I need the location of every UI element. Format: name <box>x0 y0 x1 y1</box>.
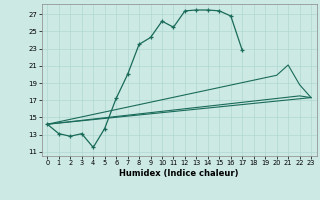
X-axis label: Humidex (Indice chaleur): Humidex (Indice chaleur) <box>119 169 239 178</box>
